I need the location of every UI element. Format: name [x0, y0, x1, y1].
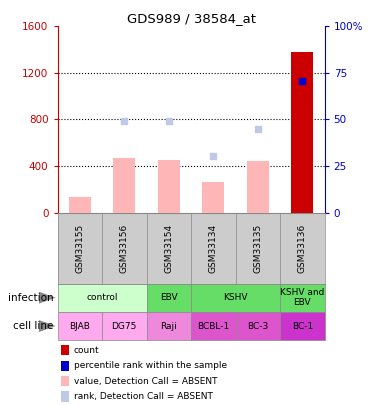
Text: GSM33135: GSM33135 [253, 224, 262, 273]
Text: Raji: Raji [160, 322, 177, 330]
Text: GSM33156: GSM33156 [120, 224, 129, 273]
Bar [202, 182, 224, 213]
Text: GSM33154: GSM33154 [164, 224, 173, 273]
Bar [291, 52, 313, 213]
Text: BCBL-1: BCBL-1 [197, 322, 229, 330]
Text: DG75: DG75 [112, 322, 137, 330]
Bar [158, 160, 180, 213]
Text: control: control [86, 293, 118, 302]
Text: cell line: cell line [13, 321, 54, 331]
Bar [247, 161, 269, 213]
Bar [113, 158, 135, 213]
Text: BJAB: BJAB [69, 322, 90, 330]
Text: GSM33136: GSM33136 [298, 224, 307, 273]
Polygon shape [39, 320, 56, 332]
Text: value, Detection Call = ABSENT: value, Detection Call = ABSENT [74, 377, 217, 386]
Text: GSM33155: GSM33155 [75, 224, 84, 273]
Text: EBV: EBV [160, 293, 178, 302]
Text: GSM33134: GSM33134 [209, 224, 218, 273]
Text: KSHV: KSHV [223, 293, 248, 302]
Text: percentile rank within the sample: percentile rank within the sample [74, 361, 227, 370]
Text: rank, Detection Call = ABSENT: rank, Detection Call = ABSENT [74, 392, 213, 401]
Text: KSHV and
EBV: KSHV and EBV [280, 288, 325, 307]
Bar [69, 198, 91, 213]
Text: BC-3: BC-3 [247, 322, 269, 330]
Text: infection: infection [8, 293, 54, 303]
Polygon shape [39, 292, 56, 304]
Text: count: count [74, 346, 99, 355]
Text: BC-1: BC-1 [292, 322, 313, 330]
Title: GDS989 / 38584_at: GDS989 / 38584_at [127, 12, 256, 25]
